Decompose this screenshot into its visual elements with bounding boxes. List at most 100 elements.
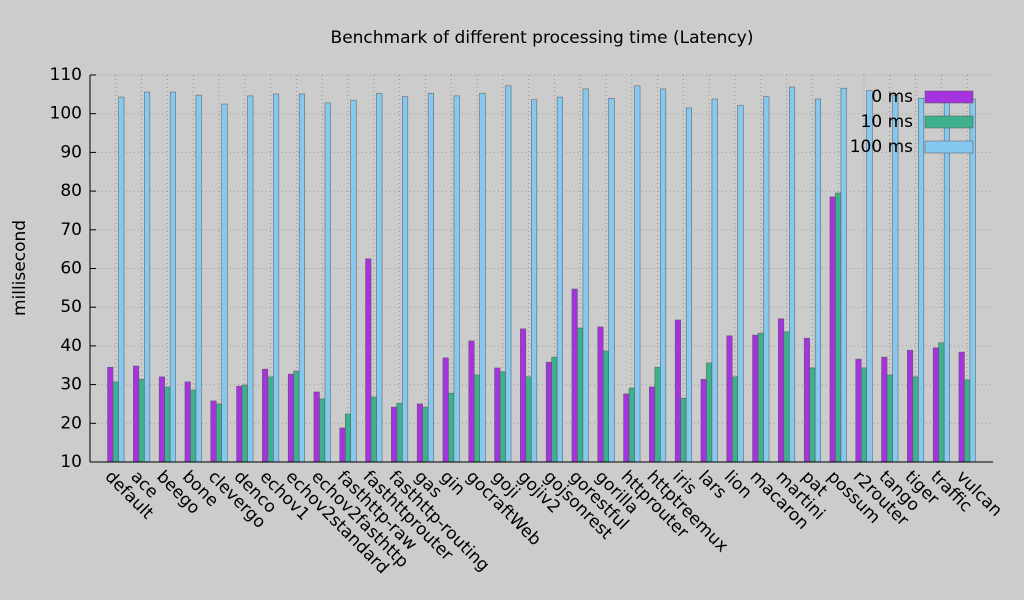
bar [339,427,346,463]
bar [298,93,305,463]
bar [319,398,326,463]
bar [674,319,681,463]
bar [623,393,630,463]
y-tick-label: 40 [60,336,82,356]
bar [907,349,914,463]
bar [241,384,248,463]
bar [107,366,114,463]
bar [835,192,842,463]
bar [556,96,563,463]
bar [216,403,222,463]
bar [236,385,243,463]
bar [654,366,661,463]
y-tick-label: 10 [60,452,82,472]
bar [247,95,254,463]
bar [422,406,429,463]
y-tick-label: 50 [60,297,82,317]
bar [700,378,707,463]
bar [376,92,383,463]
bar [608,97,615,463]
bar [525,376,532,463]
y-tick-label: 30 [60,375,82,395]
bar [520,328,527,463]
bar [706,362,713,463]
bar [789,86,796,463]
bar [803,337,810,463]
bar [494,367,501,463]
bar [267,376,274,463]
chart-title: Benchmark of different processing time (… [331,28,754,48]
bar [221,103,228,463]
bar [468,340,475,463]
bar [262,368,269,463]
y-tick-label: 110 [50,65,82,85]
y-tick-label: 100 [50,104,82,124]
bar [210,400,217,463]
y-tick-label: 90 [60,142,82,162]
bar [138,378,145,463]
bar [603,350,609,463]
bar [711,98,718,463]
bar [345,413,351,463]
bar [195,94,202,463]
bar [649,386,656,463]
bar [881,356,888,463]
bar [969,98,976,463]
bar [757,332,764,463]
bar [918,97,925,463]
bar [737,104,744,463]
bar [763,96,770,463]
bar [958,351,965,463]
bar [680,397,687,463]
bar [402,96,409,463]
bar [164,386,171,463]
bar [324,102,331,463]
bar [133,365,140,463]
bar [505,85,512,463]
bar [112,381,119,463]
bar [313,391,320,463]
bar [582,88,589,463]
bar [752,334,759,463]
bar [287,373,294,463]
bar [370,396,377,463]
bar [634,85,641,463]
bar [531,99,538,463]
y-tick-label: 70 [60,220,82,240]
bar [118,96,125,463]
bar [809,367,816,463]
bar [597,326,604,463]
legend-swatch [924,140,974,154]
bar [184,381,191,463]
bar [499,371,506,463]
bar [685,107,692,463]
bar [964,379,971,463]
legend-label: 0 ms [871,87,913,107]
bar [416,403,423,463]
bar [396,402,403,463]
bar [350,99,357,463]
bar [144,91,151,463]
bar [732,376,738,463]
bar [545,361,552,463]
bar [783,331,790,463]
bar [427,92,434,463]
bar [840,87,847,463]
bar [169,91,176,463]
y-tick-label: 80 [60,181,82,201]
bar [932,347,939,463]
bar [293,370,300,463]
bar [571,288,578,463]
bar [442,357,449,463]
bar [829,196,836,463]
bar [628,387,635,463]
bar [479,92,486,463]
legend-label: 10 ms [861,112,914,132]
bar [474,374,480,463]
y-tick-label: 20 [60,413,82,433]
legend-swatch [924,115,974,129]
bar [660,88,667,463]
bar [273,93,280,463]
bar [938,342,945,463]
